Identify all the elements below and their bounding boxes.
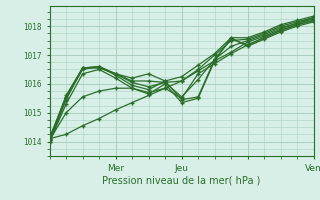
- X-axis label: Pression niveau de la mer( hPa ): Pression niveau de la mer( hPa ): [102, 175, 261, 185]
